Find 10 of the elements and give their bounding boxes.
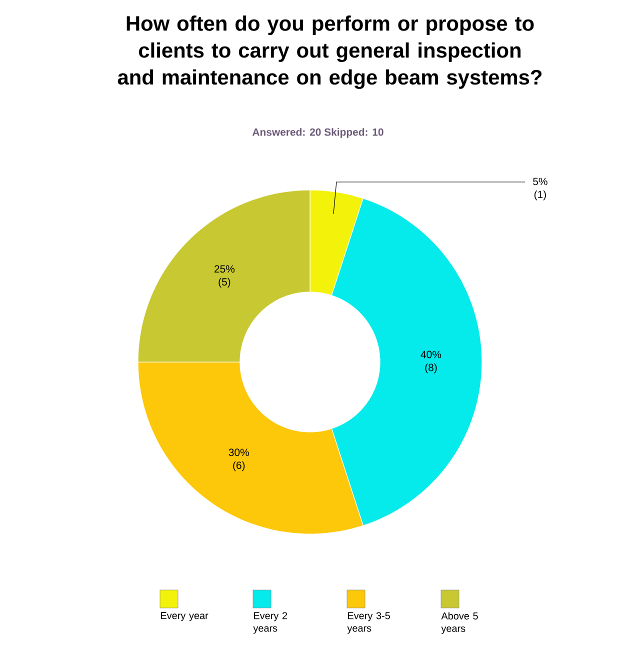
chart-subtitle: Answered: 20 Skipped: 10	[252, 128, 384, 138]
data-label: 30% (6)	[228, 448, 249, 472]
chart-title: How often do you perform or propose to clients to carry out general inspection and maintenance on edge beam systems?	[118, 16, 542, 89]
data-label: 5% (1)	[533, 178, 548, 200]
data-label: 40% (8)	[420, 350, 442, 374]
legend-label: Every year	[161, 612, 208, 622]
legend-label: Every 2 years	[253, 612, 288, 634]
data-label: 25% (5)	[214, 265, 235, 288]
legend-label: Above 5 years	[441, 612, 478, 634]
legend-label: Every 3-5 years	[347, 612, 390, 634]
